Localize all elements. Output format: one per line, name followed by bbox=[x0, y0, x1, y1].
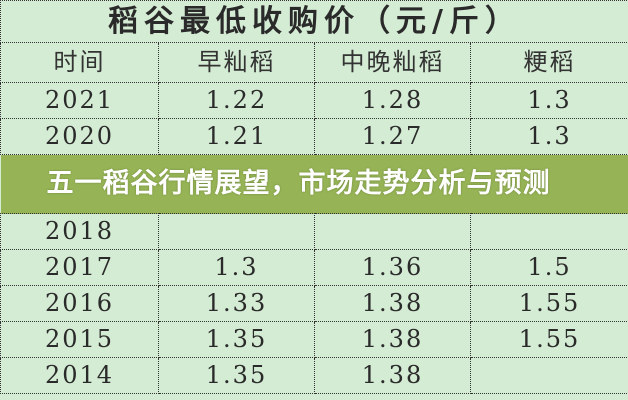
year-cell: 2018 bbox=[0, 213, 159, 250]
price-cell: 1.38 bbox=[314, 321, 471, 358]
year-cell: 2014 bbox=[0, 357, 159, 394]
year-cell: 2017 bbox=[0, 249, 159, 286]
price-cell: 1.3 bbox=[469, 82, 628, 119]
year-cell: 2015 bbox=[0, 321, 159, 358]
header-mid-late-indica: 中晚籼稻 bbox=[314, 42, 471, 83]
table-row: 2016 1.33 1.38 1.55 bbox=[0, 285, 628, 322]
price-cell: 1.3 bbox=[158, 249, 315, 286]
table-header: 时间 早籼稻 中晚籼稻 粳稻 bbox=[0, 42, 628, 83]
headline-text: 五一稻谷行情展望，市场走势分析与预测 bbox=[46, 167, 551, 199]
price-cell bbox=[158, 213, 315, 250]
table-row: 2018 bbox=[0, 213, 628, 250]
price-cell: 1.35 bbox=[158, 321, 315, 358]
year-cell: 2016 bbox=[0, 285, 159, 322]
price-cell: 1.28 bbox=[314, 82, 471, 119]
price-cell: 1.38 bbox=[314, 357, 471, 394]
price-cell: 1.55 bbox=[469, 285, 628, 322]
price-cell: 1.27 bbox=[314, 118, 471, 155]
table-title: 稻谷最低收购价（元/斤） bbox=[0, 0, 628, 43]
price-cell: 1.33 bbox=[158, 285, 315, 322]
table-row: 2015 1.35 1.38 1.55 bbox=[0, 321, 628, 358]
header-year: 时间 bbox=[0, 42, 159, 83]
table-row: 2020 1.21 1.27 1.3 bbox=[0, 118, 628, 155]
header-early-indica: 早籼稻 bbox=[158, 42, 315, 83]
header-japonica: 粳稻 bbox=[469, 42, 628, 83]
price-cell: 1.5 bbox=[469, 249, 628, 286]
year-cell: 2020 bbox=[0, 118, 159, 155]
year-cell: 2021 bbox=[0, 82, 159, 119]
price-cell bbox=[469, 213, 628, 250]
price-cell: 1.22 bbox=[158, 82, 315, 119]
price-cell bbox=[469, 357, 628, 394]
table-row: 2017 1.3 1.36 1.5 bbox=[0, 249, 628, 286]
headline-banner: 五一稻谷行情展望，市场走势分析与预测 bbox=[0, 154, 628, 214]
price-cell: 1.38 bbox=[314, 285, 471, 322]
price-cell bbox=[314, 213, 471, 250]
price-cell: 1.21 bbox=[158, 118, 315, 155]
price-cell: 1.36 bbox=[314, 249, 471, 286]
table-row: 2021 1.22 1.28 1.3 bbox=[0, 82, 628, 119]
price-cell: 1.55 bbox=[469, 321, 628, 358]
price-cell: 1.3 bbox=[469, 118, 628, 155]
table-row: 2014 1.35 1.38 bbox=[0, 357, 628, 394]
headline-banner-cell: 五一稻谷行情展望，市场走势分析与预测 bbox=[0, 154, 628, 214]
price-cell: 1.35 bbox=[158, 357, 315, 394]
